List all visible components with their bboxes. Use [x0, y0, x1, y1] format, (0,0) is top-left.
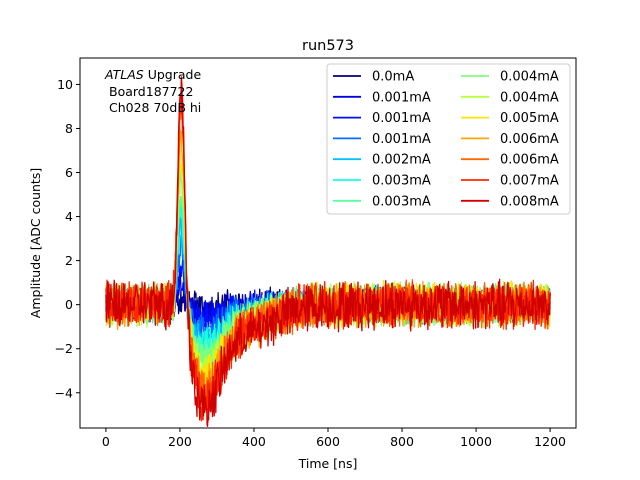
x-tick-label: 600 [316, 434, 340, 449]
x-tick-label: 200 [168, 434, 192, 449]
y-tick-label: 2 [65, 253, 73, 268]
legend-label: 0.003mA [372, 174, 431, 189]
legend-label: 0.004mA [500, 90, 559, 105]
y-tick-label: 8 [65, 121, 73, 136]
series-layer [105, 76, 551, 427]
annotation-line-1: ATLAS Upgrade [104, 67, 201, 82]
legend-label: 0.008mA [500, 194, 559, 209]
y-tick-label: 4 [65, 209, 73, 224]
x-tick-label: 1200 [534, 434, 566, 449]
y-axis-label: Amplitude [ADC counts] [28, 168, 43, 318]
legend-label: 0.001mA [372, 111, 431, 126]
legend-label: 0.004mA [500, 70, 559, 85]
y-tick-label: 10 [57, 77, 73, 92]
legend-label: 0.003mA [372, 194, 431, 209]
annotation-atlas: ATLAS [104, 67, 144, 82]
y-axis: −4 −2 0 2 4 6 8 10 [55, 77, 80, 400]
x-axis-label: Time [ns] [298, 456, 358, 471]
annotation-line-2: Board187722 [109, 84, 193, 99]
legend-label: 0.005mA [500, 111, 559, 126]
x-tick-label: 800 [390, 434, 414, 449]
legend: 0.0mA 0.001mA 0.001mA 0.001mA 0.002mA 0.003mA… [326, 63, 571, 215]
legend-frame [326, 63, 571, 215]
y-tick-label: −2 [55, 341, 73, 356]
x-axis: 0 200 400 600 800 1000 1200 [102, 428, 566, 449]
legend-label: 0.007mA [500, 174, 559, 189]
annotation-upgrade: Upgrade [144, 67, 202, 82]
x-tick-label: 400 [242, 434, 266, 449]
legend-label: 0.002mA [372, 153, 431, 168]
chart-title: run573 [302, 38, 354, 54]
x-tick-label: 0 [102, 434, 110, 449]
legend-label: 0.006mA [500, 153, 559, 168]
y-tick-label: 6 [65, 165, 73, 180]
annotation-line-3: Ch028 70dB hi [109, 100, 201, 115]
series-line [105, 77, 551, 427]
legend-label: 0.001mA [372, 90, 431, 105]
annotation: ATLAS Upgrade Board187722 Ch028 70dB hi [104, 67, 201, 115]
legend-label: 0.006mA [500, 132, 559, 147]
y-tick-label: −4 [55, 385, 73, 400]
legend-label: 0.0mA [372, 70, 414, 85]
y-tick-label: 0 [65, 297, 73, 312]
x-tick-label: 1000 [460, 434, 492, 449]
legend-label: 0.001mA [372, 132, 431, 147]
